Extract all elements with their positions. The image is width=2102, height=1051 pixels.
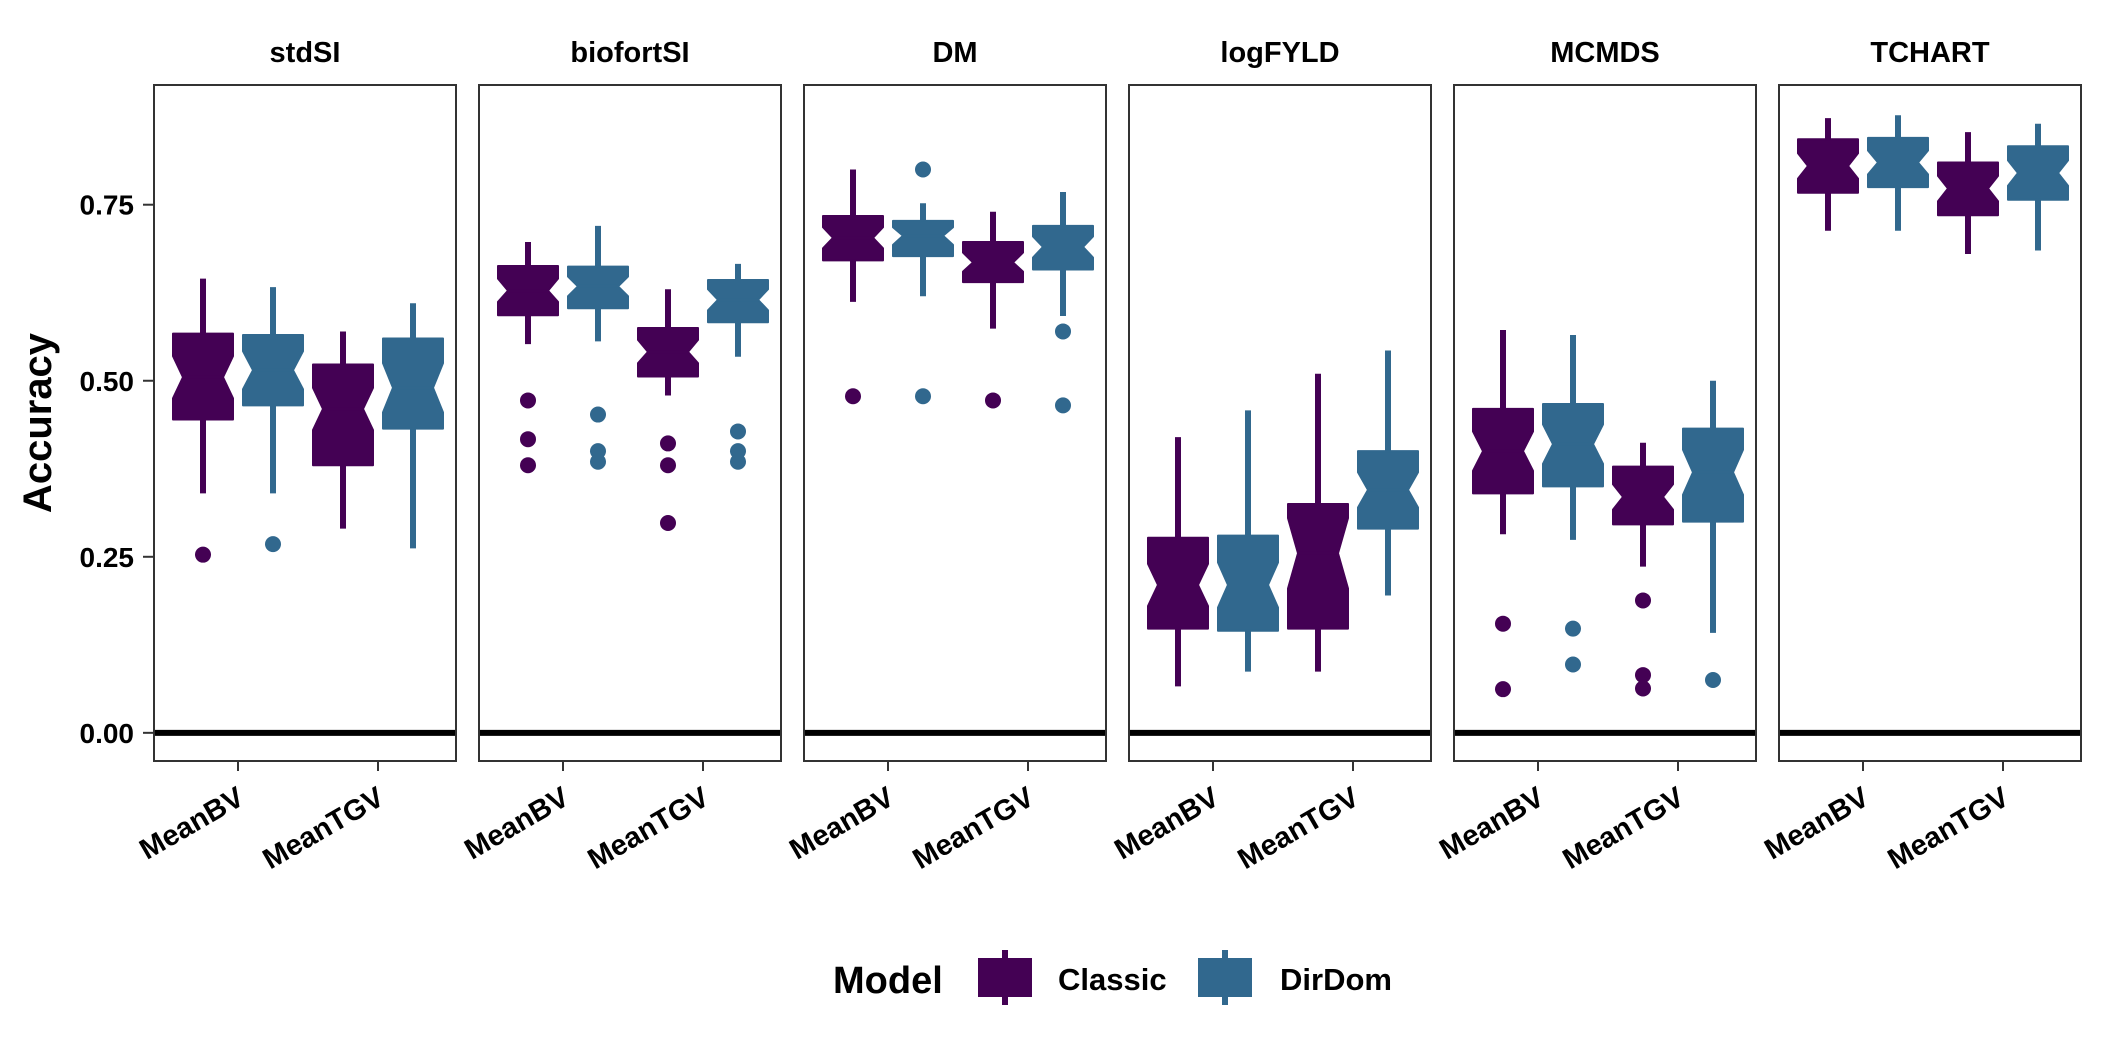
- outlier-point: [1635, 680, 1651, 697]
- y-tick-label: 0.50: [80, 366, 135, 397]
- outlier-point: [1565, 620, 1581, 637]
- outlier-point: [1635, 667, 1651, 684]
- outlier-point: [1705, 672, 1721, 689]
- outlier-point: [1495, 681, 1511, 698]
- outlier-point: [730, 423, 746, 440]
- legend-label-classic: Classic: [1058, 962, 1167, 997]
- outlier-point: [520, 392, 536, 409]
- outlier-point: [915, 388, 931, 405]
- panel-border: [1128, 84, 1432, 762]
- outlier-point: [1495, 615, 1511, 632]
- outlier-point: [195, 546, 211, 563]
- box-dirdom-meanbv: [1217, 534, 1279, 632]
- legend-key-dirdom: [1198, 958, 1252, 997]
- outlier-point: [660, 457, 676, 474]
- box-classic-meanbv: [1147, 536, 1209, 630]
- y-axis-title: Accuracy: [16, 332, 60, 513]
- outlier-point: [915, 161, 931, 178]
- outlier-point: [1635, 592, 1651, 609]
- outlier-point: [845, 388, 861, 405]
- outlier-point: [1055, 323, 1071, 340]
- panel-border: [478, 84, 782, 762]
- outlier-point: [985, 392, 1001, 409]
- box-dirdom-meantgv: [382, 337, 444, 430]
- box-dirdom-meantgv: [1682, 427, 1744, 523]
- facet-title: TCHART: [1870, 37, 1989, 69]
- legend-title: Model: [833, 960, 943, 1002]
- outlier-point: [660, 435, 676, 452]
- legend: Model Classic DirDom: [833, 950, 1392, 1005]
- panel-border: [803, 84, 1107, 762]
- box-classic-meantgv: [1287, 502, 1349, 630]
- outlier-point: [590, 453, 606, 470]
- facet-title: stdSI: [270, 37, 341, 69]
- box-classic-meantgv: [312, 363, 374, 467]
- outlier-point: [730, 453, 746, 470]
- outlier-point: [590, 406, 606, 423]
- y-tick-label: 0.75: [80, 190, 135, 221]
- outlier-point: [520, 431, 536, 448]
- box-dirdom-meanbv: [892, 219, 954, 258]
- panel-border: [1453, 84, 1757, 762]
- facet-title: biofortSI: [570, 37, 689, 69]
- y-tick-label: 0.00: [80, 718, 135, 749]
- facet-title: MCMDS: [1550, 37, 1660, 69]
- facet-title: logFYLD: [1220, 37, 1339, 69]
- y-tick-label: 0.25: [80, 542, 135, 573]
- legend-label-dirdom: DirDom: [1280, 962, 1392, 997]
- outlier-point: [660, 514, 676, 531]
- outlier-point: [1055, 397, 1071, 414]
- panel-border: [153, 84, 457, 762]
- outlier-point: [520, 457, 536, 474]
- panel-border: [1778, 84, 2082, 762]
- legend-key-classic: [978, 958, 1032, 997]
- facet-title: DM: [932, 37, 977, 69]
- outlier-point: [265, 536, 281, 553]
- outlier-point: [1565, 656, 1581, 673]
